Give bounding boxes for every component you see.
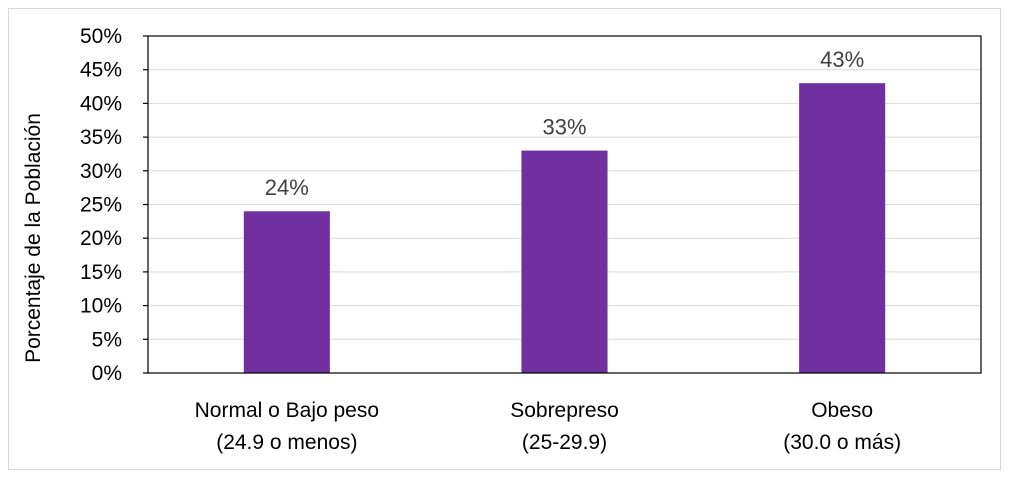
x-tick-label: (24.9 o menos) — [216, 431, 357, 454]
y-axis-label: Porcentaje de la Población — [22, 113, 45, 363]
x-tick-label: (25-29.9) — [522, 431, 607, 454]
y-tick-labels: 0% 5% 10% 15% 20% 25% 30% 35% 40% 45% 50% — [80, 25, 122, 385]
y-tick-label: 20% — [80, 227, 122, 250]
bars — [243, 83, 886, 374]
y-tick-label: 45% — [80, 59, 122, 82]
x-tick-label: Obeso — [811, 399, 873, 422]
bar — [243, 211, 330, 373]
y-tick-label: 5% — [92, 328, 122, 351]
data-label: 33% — [542, 115, 586, 140]
y-tick-label: 35% — [80, 126, 122, 149]
y-tick-label: 15% — [80, 261, 122, 284]
x-tick-label: (30.0 o más) — [783, 431, 901, 454]
x-tick-label: Normal o Bajo peso — [195, 399, 379, 422]
bar — [799, 83, 886, 374]
y-tick-label: 25% — [80, 194, 122, 217]
axes — [143, 35, 982, 374]
data-label: 43% — [820, 47, 864, 72]
data-label: 24% — [265, 175, 309, 200]
x-tick-labels: Normal o Bajo peso (24.9 o menos) Sobrepre… — [195, 399, 901, 454]
data-labels: 24% 33% 43% — [265, 47, 864, 200]
y-tick-label: 0% — [92, 362, 122, 385]
bar — [521, 150, 608, 373]
x-tick-label: Sobrepreso — [510, 399, 619, 422]
y-tick-label: 30% — [80, 160, 122, 183]
y-tick-label: 40% — [80, 92, 122, 115]
y-tick-label: 50% — [80, 25, 122, 48]
y-tick-label: 10% — [80, 295, 122, 318]
